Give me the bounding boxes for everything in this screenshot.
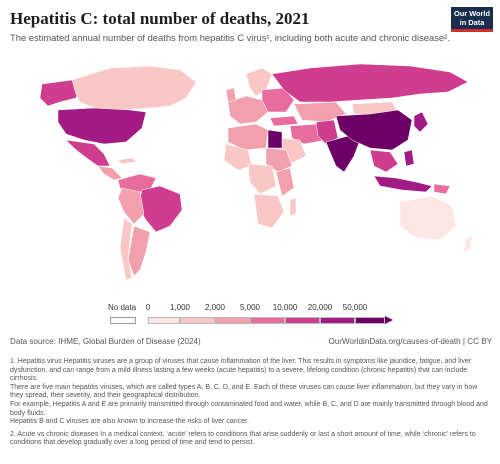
- legend-swatch-4[interactable]: [250, 317, 285, 324]
- region-greenland[interactable]: [183, 53, 227, 83]
- footnote-1: 1. Hepatitis virus Hepatitis viruses are…: [10, 358, 471, 383]
- footnote-1-types: There are five main hepatitis viruses, w…: [10, 383, 478, 400]
- region-russia[interactable]: [271, 63, 469, 103]
- legend-no-data-label: No data: [108, 303, 137, 312]
- legend-tick-3: 5,000: [239, 303, 261, 312]
- footnote-2: 2. Acute vs chronic diseases In a medica…: [10, 430, 476, 447]
- region-western-europe[interactable]: [227, 95, 269, 125]
- chart-title: Hepatitis C: total number of deaths, 202…: [10, 9, 310, 28]
- region-united-states[interactable]: [57, 107, 147, 145]
- region-central-africa[interactable]: [247, 163, 277, 195]
- region-japan-korea[interactable]: [413, 111, 429, 133]
- chart-subtitle: The estimated annual number of deaths fr…: [10, 32, 450, 43]
- region-turkey[interactable]: [269, 115, 299, 127]
- legend-swatch-2[interactable]: [180, 317, 215, 324]
- region-papua-new-guinea[interactable]: [433, 183, 451, 195]
- region-peru-bolivia[interactable]: [117, 187, 145, 225]
- legend-tick-4: 10,000: [272, 303, 298, 312]
- legend-swatch-5[interactable]: [285, 317, 320, 324]
- world-map[interactable]: [0, 48, 500, 298]
- logo-line-2: in Data: [459, 17, 485, 27]
- region-canada[interactable]: [71, 65, 197, 111]
- region-argentina[interactable]: [127, 225, 151, 277]
- region-west-africa[interactable]: [223, 143, 253, 171]
- region-southeast-asia[interactable]: [369, 149, 399, 173]
- legend-tick-0: 0: [145, 303, 151, 312]
- legend-swatch-6[interactable]: [320, 317, 355, 324]
- color-legend: No data 0 1,000 2,000 5,000 10,000 20,00…: [108, 303, 398, 329]
- legend-no-data-swatch: [110, 317, 136, 324]
- footnote-1-transmission: For example, Hepatitis A and E are prima…: [10, 400, 488, 417]
- legend-tick-5: 20,000: [307, 303, 333, 312]
- source-link[interactable]: OurWorldinData.org/causes-of-death | CC …: [328, 337, 492, 346]
- region-indonesia[interactable]: [373, 175, 433, 193]
- legend-tick-6: 50,000: [342, 303, 368, 312]
- legend-arrow-icon: [385, 316, 393, 324]
- logo-accent-bar: [451, 29, 493, 32]
- legend-tick-2: 2,000: [204, 303, 226, 312]
- owid-logo[interactable]: Our World in Data: [451, 7, 493, 32]
- region-egypt[interactable]: [267, 129, 283, 149]
- region-united-kingdom[interactable]: [225, 87, 237, 103]
- region-australia[interactable]: [399, 195, 457, 241]
- footnotes: 1. Hepatitis virus Hepatitis viruses are…: [10, 358, 492, 448]
- legend-swatch-7[interactable]: [355, 317, 385, 324]
- footnote-1-cancer: Hepatitis B and C viruses are also known…: [10, 418, 249, 426]
- region-central-america[interactable]: [97, 165, 123, 181]
- region-southern-africa[interactable]: [253, 193, 285, 229]
- legend-swatch-3[interactable]: [215, 317, 250, 324]
- region-sudan-ethiopia[interactable]: [265, 147, 293, 173]
- region-philippines[interactable]: [403, 149, 415, 167]
- region-brazil[interactable]: [137, 185, 183, 233]
- legend-swatch-1[interactable]: [148, 317, 180, 324]
- region-caribbean[interactable]: [117, 157, 137, 165]
- region-chile[interactable]: [119, 217, 133, 281]
- region-kazakhstan[interactable]: [293, 101, 347, 123]
- legend-tick-1: 1,000: [169, 303, 191, 312]
- region-china[interactable]: [335, 109, 413, 151]
- logo-line-1: Our World: [454, 9, 490, 18]
- region-east-africa[interactable]: [275, 167, 295, 197]
- region-madagascar[interactable]: [289, 197, 297, 217]
- region-new-zealand[interactable]: [463, 235, 473, 253]
- data-source: Data source: IHME, Global Burden of Dise…: [10, 337, 201, 346]
- region-mexico[interactable]: [65, 139, 111, 167]
